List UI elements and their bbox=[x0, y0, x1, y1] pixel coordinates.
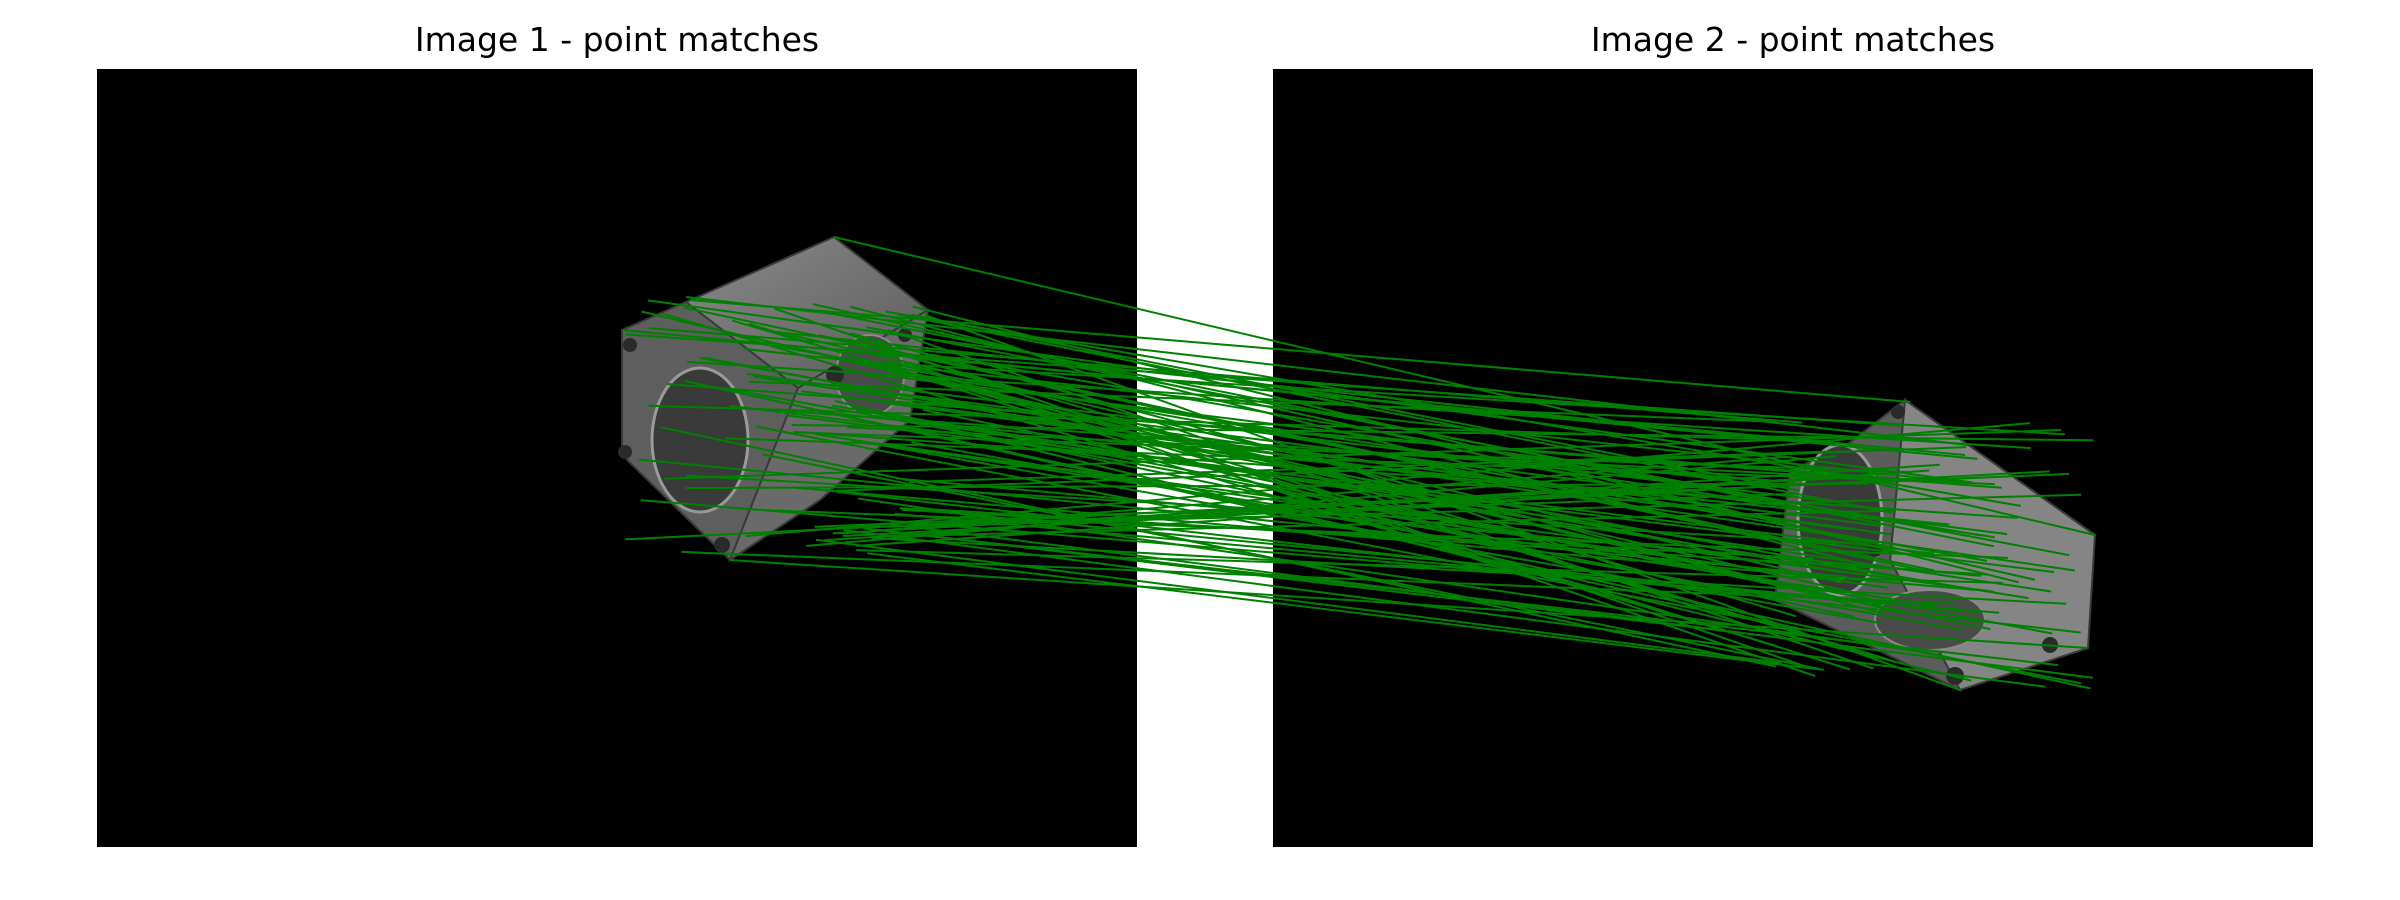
match-line bbox=[894, 512, 1884, 606]
match-line bbox=[793, 430, 2018, 519]
match-line bbox=[806, 455, 1837, 547]
object-1-hole bbox=[714, 537, 730, 553]
match-line bbox=[756, 425, 2082, 685]
match-line bbox=[818, 411, 1950, 526]
match-line bbox=[765, 509, 2009, 559]
match-line bbox=[853, 370, 1779, 488]
match-line bbox=[795, 486, 1988, 592]
image-1-title: Image 1 - point matches bbox=[414, 20, 820, 59]
match-line bbox=[834, 399, 1972, 682]
match-line bbox=[867, 552, 1824, 671]
match-line bbox=[647, 299, 1973, 484]
match-line bbox=[773, 330, 1797, 443]
match-line bbox=[858, 497, 1915, 652]
match-line bbox=[840, 339, 1816, 678]
match-line bbox=[911, 313, 1800, 492]
object-1-hole bbox=[623, 338, 637, 352]
match-line bbox=[822, 410, 1800, 630]
match-line bbox=[871, 409, 2053, 635]
match-line bbox=[922, 352, 1981, 537]
match-line bbox=[899, 507, 1979, 614]
match-line bbox=[856, 549, 2003, 584]
match-line bbox=[886, 369, 1995, 539]
match-line bbox=[885, 310, 2021, 507]
image-2-title: Image 2 - point matches bbox=[1590, 20, 1996, 59]
object-2-hole bbox=[1891, 405, 1905, 419]
match-line bbox=[625, 333, 1903, 427]
match-line bbox=[681, 550, 1956, 605]
match-line bbox=[731, 388, 1840, 594]
match-line bbox=[868, 361, 2065, 436]
match-line bbox=[745, 422, 2031, 538]
match-line bbox=[912, 305, 2020, 584]
match-line bbox=[662, 312, 1776, 647]
match-lines bbox=[621, 236, 2096, 691]
match-line bbox=[922, 408, 1991, 631]
object-1-hole bbox=[618, 445, 632, 459]
match-line bbox=[815, 538, 1782, 664]
match-line bbox=[865, 343, 1797, 618]
match-line bbox=[901, 508, 1815, 560]
image-1-panel bbox=[97, 69, 1137, 847]
match-line bbox=[832, 404, 2029, 600]
match-line bbox=[835, 446, 1967, 492]
match-line bbox=[700, 357, 1974, 591]
match-line bbox=[907, 493, 2082, 528]
match-line bbox=[667, 383, 1929, 483]
match-line bbox=[743, 347, 1964, 484]
match-line bbox=[871, 537, 2067, 605]
